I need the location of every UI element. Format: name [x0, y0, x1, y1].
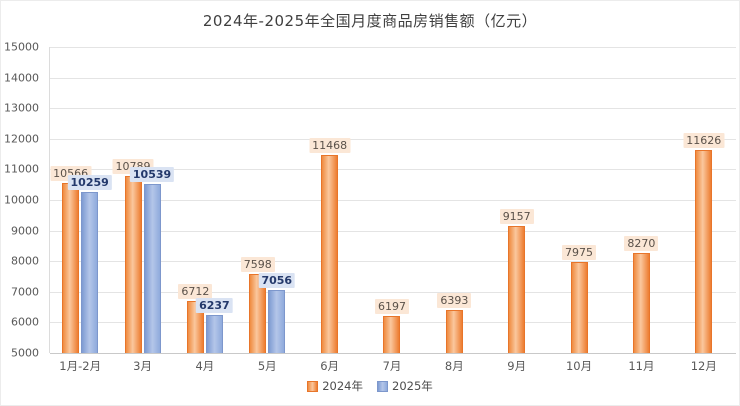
- bar-2024年-11月: 8270: [624, 235, 659, 353]
- x-tick-label: 10月: [565, 359, 593, 373]
- y-tick-label: 11000: [4, 162, 39, 176]
- bar-2024年-1月-2月: 10566: [50, 165, 92, 353]
- gridline: [50, 261, 736, 263]
- x-tick-label: 5月: [257, 359, 277, 373]
- gridline: [50, 138, 736, 140]
- data-label: 9157: [499, 208, 534, 224]
- bar-group-6月: 11468: [298, 47, 360, 353]
- x-tick-label: 9月: [507, 359, 527, 373]
- x-tick-label: 3月: [133, 359, 152, 373]
- y-tick-label: 7000: [11, 285, 39, 299]
- data-label: 8270: [624, 235, 659, 251]
- gridline: [50, 77, 736, 79]
- data-label: 7056: [258, 273, 296, 289]
- y-tick-label: 6000: [11, 315, 39, 329]
- x-tick-label: 6月: [320, 359, 340, 373]
- bar-2025年-1月-2月: 10259: [67, 175, 112, 353]
- data-label: 10539: [129, 166, 175, 182]
- bar-2024年-6月: 11468: [309, 138, 351, 353]
- gridline: [50, 47, 736, 48]
- bar-groups: 1056610259107891053967126237759870561146…: [49, 47, 735, 353]
- bar-2024年-4月: 6712: [178, 283, 213, 353]
- data-label: 6197: [374, 299, 409, 315]
- x-tick-label: 1月-2月: [59, 359, 102, 373]
- data-label: 6393: [437, 293, 472, 309]
- bar-2024年-10月: 7975: [562, 245, 597, 353]
- legend-swatch-icon: [377, 380, 388, 392]
- legend-swatch-icon: [307, 380, 319, 392]
- gridline: [50, 108, 736, 110]
- bar-group-12月: 11626: [673, 47, 735, 353]
- y-tick-label: 15000: [4, 40, 39, 54]
- data-label: 7598: [240, 256, 275, 272]
- bar-group-4月: 6712 6237: [174, 47, 236, 353]
- bar-group-9月: 9157: [486, 47, 548, 353]
- y-tick-label: 9000: [11, 224, 39, 238]
- bar-group-8月: 6393: [423, 47, 485, 353]
- legend: 2024年 2025年: [1, 378, 739, 394]
- data-label: 6237: [196, 298, 233, 314]
- gridline: [50, 169, 736, 171]
- y-axis: 15000 14000 13000 12000 11000 10000 9000 8000 70…: [1, 41, 43, 360]
- chart-title: 2024年-2025年全国月度商品房销售额（亿元）: [202, 12, 538, 30]
- bar-group-11月: 8270: [610, 47, 672, 353]
- y-tick-label: 12000: [4, 132, 39, 146]
- bar-2024年-3月: 10789: [112, 158, 154, 353]
- bar-2024年-5月: 7598: [240, 256, 275, 353]
- data-label: 6712: [178, 283, 213, 299]
- y-tick-label: 13000: [4, 101, 39, 115]
- y-tick-label: 10000: [4, 193, 39, 207]
- x-tick-label: 7月: [382, 359, 402, 373]
- legend-item-2025年: 2025年: [377, 378, 433, 394]
- bar-group-5月: 7598 7056: [236, 47, 298, 353]
- gridline: [50, 291, 736, 293]
- x-axis: 1月-2月 3月 4月 5月 6月 7月 8月 9月 10月 11月 12月: [49, 358, 735, 374]
- y-tick-label: 14000: [4, 71, 39, 85]
- bar-2024年-9月: 9157: [499, 208, 534, 353]
- gridline: [50, 353, 736, 354]
- gridline: [50, 230, 736, 232]
- data-label: 11626: [683, 133, 725, 149]
- bar-2025年-5月: 7056: [258, 273, 296, 353]
- x-tick-label: 4月: [195, 359, 215, 373]
- bar-group-1月-2月: 10566 10259: [49, 47, 112, 353]
- y-tick-label: 5000: [11, 346, 39, 360]
- data-label: 10259: [67, 175, 112, 191]
- legend-item-2024年: 2024年: [307, 378, 363, 394]
- data-label: 11468: [309, 138, 351, 154]
- bar-group-7月: 6197: [361, 47, 423, 353]
- bar-2024年-12月: 11626: [683, 133, 725, 353]
- data-label: 7975: [562, 245, 597, 260]
- legend-label: 2024年: [322, 379, 363, 393]
- bar-group-3月: 1078910539: [111, 47, 175, 353]
- bar-2024年-7月: 6197: [374, 299, 409, 353]
- y-tick-label: 8000: [11, 254, 39, 268]
- bar-2025年-4月: 6237: [196, 298, 233, 353]
- legend-label: 2025年: [392, 379, 433, 393]
- x-tick-label: 11月: [628, 359, 655, 373]
- x-tick-label: 12月: [690, 359, 717, 373]
- gridline: [50, 200, 736, 201]
- bar-2025年-3月: 10539: [129, 166, 175, 353]
- bar-2024年-8月: 6393: [437, 293, 472, 353]
- x-tick-label: 8月: [444, 359, 464, 373]
- bar-group-10月: 7975: [548, 47, 610, 353]
